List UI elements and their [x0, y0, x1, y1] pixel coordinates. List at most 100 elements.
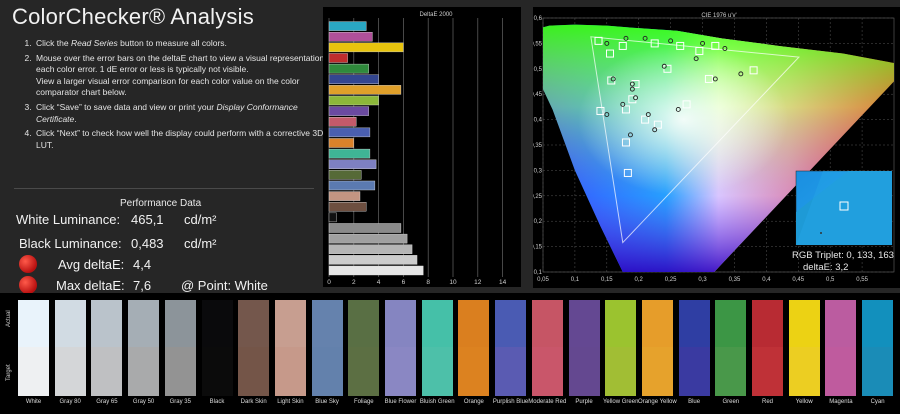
deltae-bar-red[interactable] [328, 53, 348, 63]
actual-swatch [385, 300, 416, 347]
swatch-moderate-red[interactable] [531, 300, 563, 396]
target-point-marker [628, 95, 637, 104]
max-deltae-point: @ Point: White [181, 278, 268, 293]
swatch-light-skin[interactable] [274, 300, 306, 396]
x-tick-label: 12 [474, 279, 482, 286]
actual-swatch [201, 300, 233, 347]
swatch-gray-50[interactable] [128, 300, 160, 396]
black-luminance-label: Black Luminance: [19, 236, 122, 251]
deltae-bar-gray-50[interactable] [328, 233, 408, 244]
target-swatch [128, 347, 160, 396]
max-deltae-value: 7,6 [133, 278, 152, 293]
swatch-bluish-green[interactable] [421, 300, 453, 396]
actual-swatch [238, 300, 270, 347]
target-swatch [568, 347, 600, 396]
y-tick-label: 0,1 [534, 270, 543, 276]
target-row-label: Target [6, 364, 12, 381]
swatch-blue[interactable] [678, 300, 710, 396]
swatch-label: Gray 65 [96, 399, 118, 405]
actual-swatch [788, 300, 820, 347]
swatch-gray-80[interactable] [54, 300, 86, 396]
measured-point-marker [610, 76, 616, 82]
deltae-bar-purplish-blue[interactable] [328, 127, 371, 138]
instructions-list: Click the Read Series button to measure … [24, 38, 334, 154]
deltae-bar-orange[interactable] [328, 138, 354, 148]
deltae-bar-bluish-green[interactable] [328, 148, 371, 159]
white-luminance-unit: cd/m² [184, 212, 217, 227]
swatch-cyan[interactable] [862, 300, 894, 396]
target-point-marker [641, 115, 650, 124]
swatch-purple[interactable] [568, 300, 600, 396]
measured-point-marker [629, 86, 635, 92]
swatch-label: Yellow Green [602, 399, 639, 405]
swatch-blue-sky[interactable] [311, 300, 343, 396]
instruction-text: Click “Save” to save data and view or pr… [36, 101, 217, 112]
deltae-bar-blue-flower[interactable] [328, 159, 377, 169]
actual-swatch [164, 300, 196, 347]
swatch-purplish-blue[interactable] [495, 300, 527, 396]
swatch-orange[interactable] [458, 300, 490, 396]
deltae-bar-gray-35[interactable] [328, 223, 402, 233]
swatch-black[interactable] [201, 300, 233, 396]
y-tick-label: 0,15 [533, 245, 543, 251]
swatch-green[interactable] [715, 300, 747, 396]
deltae-bar-dark-skin[interactable] [328, 202, 367, 212]
performance-data-title: Performance Data [120, 198, 202, 209]
swatch-gray-65[interactable] [91, 300, 123, 396]
swatch-foliage[interactable] [348, 300, 380, 396]
y-tick-label: 0,4 [534, 118, 543, 124]
swatch-label: Black [209, 399, 225, 405]
rgb-triplet-label: RGB Triplet: 0, 133, 163 [792, 250, 894, 261]
swatch-label: Gray 35 [169, 399, 191, 405]
actual-swatch [421, 300, 453, 347]
measured-point-marker [661, 63, 667, 69]
deltae-bar-moderate-red[interactable] [328, 117, 357, 127]
target-swatch [715, 347, 747, 396]
swatch-dark-skin[interactable] [238, 300, 270, 396]
deltae-bar-yellow[interactable] [328, 42, 404, 53]
deltae-bar-foliage[interactable] [328, 170, 362, 180]
swatch-yellow[interactable] [788, 300, 820, 396]
deltae-bar-magenta[interactable] [328, 32, 373, 42]
measured-point-marker [604, 40, 610, 46]
instruction-text: Mouse over the error bars on the deltaE … [36, 52, 334, 75]
deltae-bar-light-skin[interactable] [328, 191, 361, 201]
color-inset [795, 170, 893, 246]
instruction-text: Click “Next” to check how well the displ… [36, 128, 324, 150]
deltae-bar-black[interactable] [328, 212, 337, 223]
actual-swatch [568, 300, 600, 347]
swatch-label: Orange Yellow [638, 399, 677, 405]
deltae-bar-purple[interactable] [328, 106, 369, 116]
x-tick-label: 0,05 [537, 277, 549, 283]
measured-point-marker [675, 106, 681, 112]
swatch-gray-35[interactable] [164, 300, 196, 396]
swatch-white[interactable] [18, 300, 49, 396]
deltae-bar-green[interactable] [328, 63, 369, 74]
target-swatch [54, 347, 86, 396]
deltae-bar-cyan[interactable] [328, 21, 367, 31]
swatch-label: Blue Flower [384, 399, 417, 405]
swatch-red[interactable] [752, 300, 783, 396]
deltae-bar-white[interactable] [328, 265, 424, 276]
target-swatch [164, 347, 196, 396]
target-point-marker [711, 41, 720, 50]
swatch-yellow-green[interactable] [605, 300, 637, 396]
deltae-bar-gray-80[interactable] [328, 255, 418, 265]
target-swatch [641, 347, 673, 396]
measured-point-marker [700, 40, 705, 46]
instruction-item: Click the Read Series button to measure … [34, 38, 334, 50]
swatch-blue-flower[interactable] [385, 300, 416, 396]
swatch-label: Blue Sky [315, 399, 339, 405]
deltae-bar-orange-yellow[interactable] [328, 85, 402, 95]
deltae-bar-blue[interactable] [328, 74, 379, 84]
swatch-magenta[interactable] [825, 300, 857, 396]
deltae-bar-blue-sky[interactable] [328, 180, 376, 191]
deltae-bar-gray-65[interactable] [328, 244, 413, 254]
swatch-orange-yellow[interactable] [641, 300, 673, 396]
y-tick-label: 0,5 [534, 67, 543, 73]
x-tick-label: 0,25 [665, 277, 677, 283]
deltae-bar-yellow-green[interactable] [328, 95, 379, 106]
measured-point-marker [604, 112, 610, 117]
chart-title: DeltaE 2000 [419, 12, 453, 18]
target-point-marker [695, 47, 704, 56]
